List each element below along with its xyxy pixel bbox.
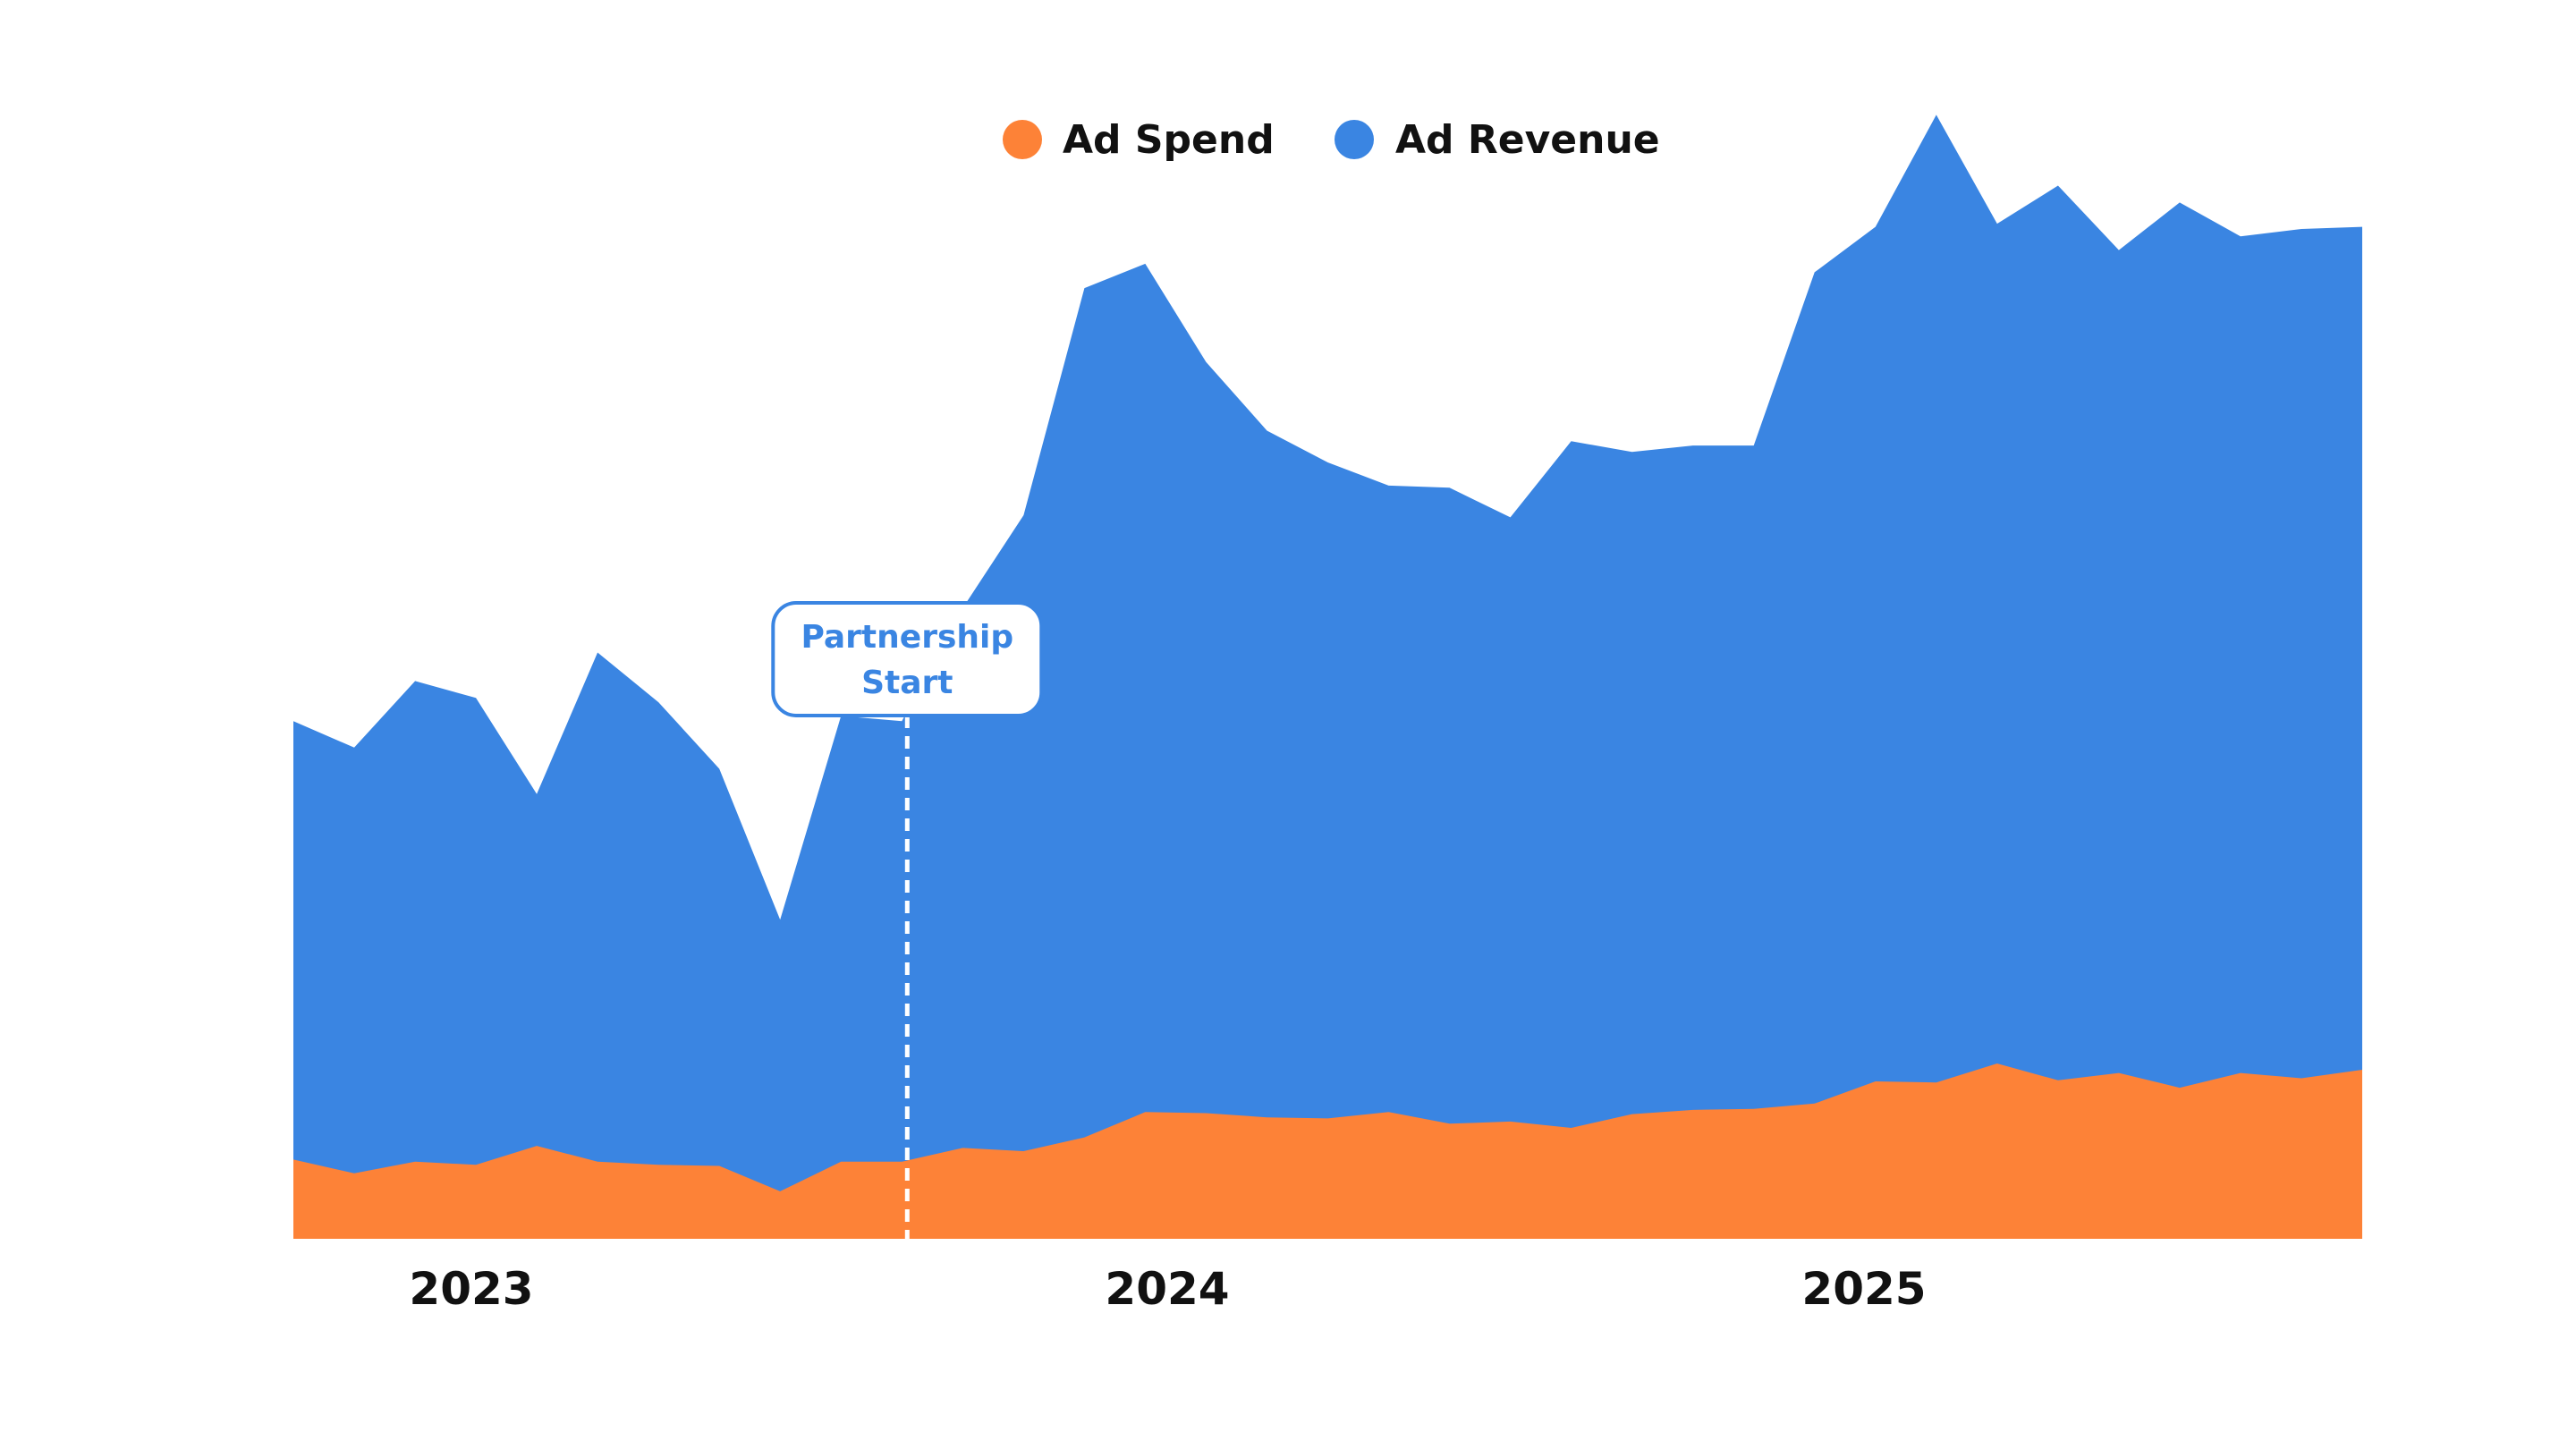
annotation-label-line2: Start <box>861 665 953 701</box>
x-axis: 2023 2024 2025 <box>409 1263 1926 1315</box>
x-tick-label-2025: 2025 <box>1801 1263 1926 1315</box>
annotation-label-line1: Partnership <box>801 619 1013 656</box>
x-tick-label-2024: 2024 <box>1105 1263 1229 1315</box>
area-series-ad-revenue <box>293 114 2362 1239</box>
legend: Ad Spend Ad Revenue <box>1003 117 1660 163</box>
legend-marker-ad-spend <box>1003 120 1042 159</box>
plot-area <box>293 114 2362 1239</box>
x-tick-label-2023: 2023 <box>409 1263 533 1315</box>
legend-marker-ad-revenue <box>1335 120 1374 159</box>
area-series-ad-spend <box>293 1063 2362 1239</box>
annotation-callout-box <box>771 601 1044 717</box>
legend-label-ad-spend: Ad Spend <box>1063 117 1275 163</box>
legend-label-ad-revenue: Ad Revenue <box>1395 117 1660 163</box>
annotation-partnership-start: Partnership Start <box>771 601 1044 1239</box>
